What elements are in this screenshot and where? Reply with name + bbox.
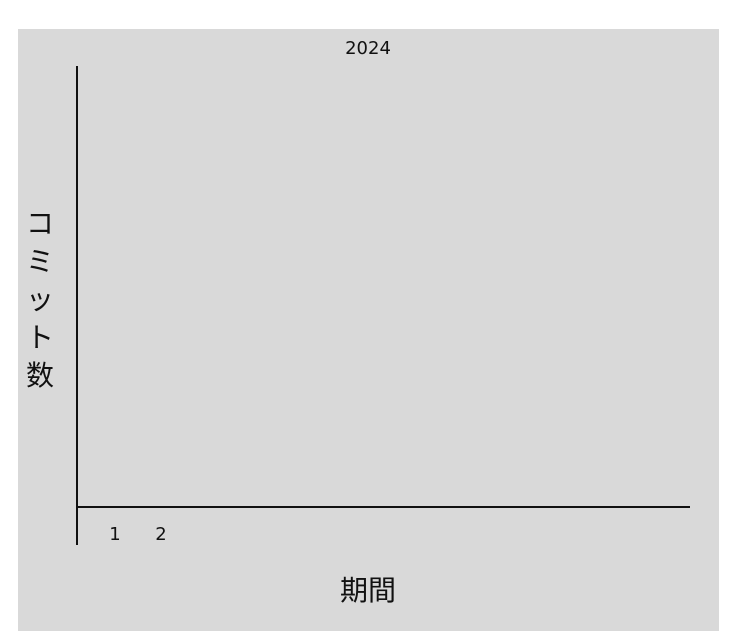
x-axis-label: 期間 (339, 574, 396, 607)
y-axis-label: コミット数 (22, 205, 58, 395)
y-axis-label-char: ッ (25, 283, 54, 316)
chart-title: 2024 (345, 38, 391, 59)
y-axis-label-char: 数 (25, 359, 54, 392)
x-tick-label: 2 (155, 524, 166, 545)
y-axis-label-char: ミ (25, 245, 54, 278)
y-axis-label-char: ト (25, 321, 54, 354)
chart-panel (18, 29, 719, 631)
x-tick-label: 1 (109, 524, 120, 545)
y-axis-label-char: コ (25, 207, 54, 240)
